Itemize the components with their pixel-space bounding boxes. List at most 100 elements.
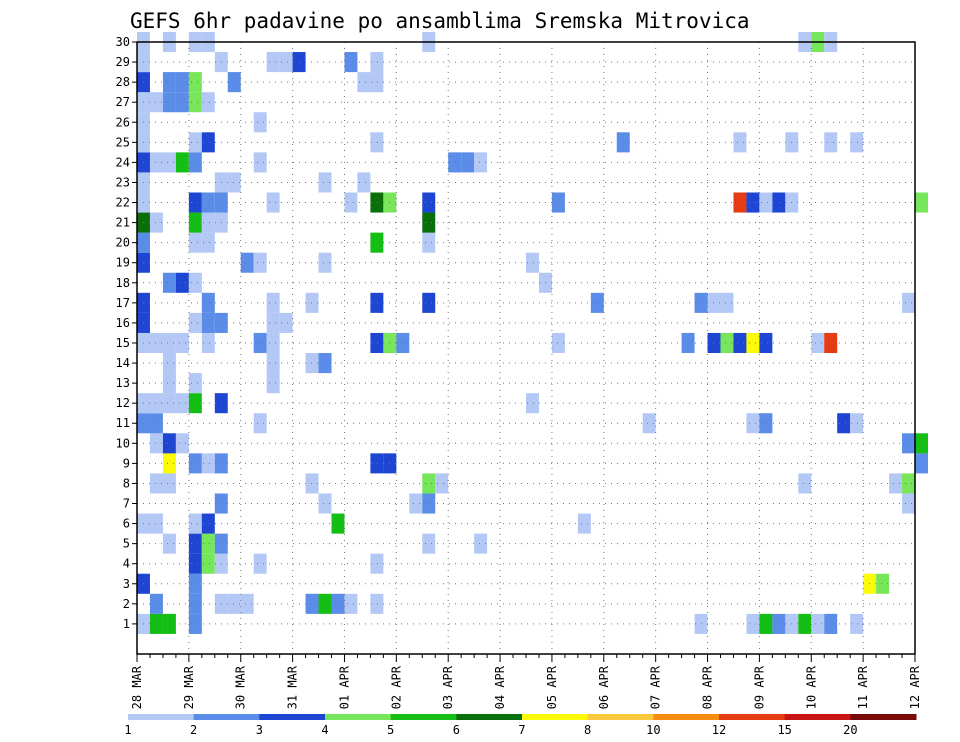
colorbar-segment bbox=[390, 714, 457, 720]
chart-title: GEFS 6hr padavine po ansamblima Sremska … bbox=[130, 9, 750, 33]
y-tick-label: 19 bbox=[116, 256, 130, 270]
heatmap-cell bbox=[422, 292, 436, 313]
heatmap-cell bbox=[422, 473, 436, 494]
heatmap-cell bbox=[188, 232, 202, 253]
heatmap-cell bbox=[253, 152, 267, 173]
x-tick-label: 06 APR bbox=[597, 665, 611, 709]
heatmap-cell bbox=[370, 332, 384, 354]
y-tick-label: 23 bbox=[116, 175, 130, 189]
heatmap-cell bbox=[279, 312, 293, 333]
y-tick-label: 6 bbox=[123, 517, 130, 531]
heatmap-cell bbox=[915, 453, 928, 474]
colorbar-label: 6 bbox=[453, 723, 460, 737]
y-tick-label: 27 bbox=[116, 95, 130, 109]
heatmap-cell bbox=[149, 613, 163, 634]
heatmap-cell bbox=[227, 72, 241, 93]
colorbar-label: 15 bbox=[777, 723, 791, 737]
heatmap-cell bbox=[902, 292, 915, 313]
colorbar-segment bbox=[850, 714, 917, 720]
heatmap-cell bbox=[188, 272, 202, 293]
colorbar-segment bbox=[653, 714, 720, 720]
y-axis-ticks: 1234567891011121314151617181920212223242… bbox=[116, 35, 137, 631]
y-tick-label: 24 bbox=[116, 155, 130, 169]
heatmap-cell bbox=[798, 473, 812, 494]
x-tick-label: 11 APR bbox=[856, 665, 870, 709]
heatmap-cell bbox=[305, 353, 319, 374]
heatmap-cell bbox=[746, 613, 760, 634]
heatmap-cell bbox=[201, 533, 215, 554]
x-tick-label: 10 APR bbox=[804, 665, 818, 709]
heatmap-cell bbox=[759, 192, 773, 213]
heatmap-cell bbox=[305, 473, 319, 494]
heatmap-cell bbox=[759, 332, 773, 354]
heatmap-cell bbox=[253, 553, 267, 574]
colorbar-label: 12 bbox=[712, 723, 726, 737]
heatmap-cell bbox=[733, 332, 747, 354]
colorbar-label: 20 bbox=[843, 723, 857, 737]
heatmap-cell bbox=[681, 332, 695, 354]
y-tick-label: 28 bbox=[116, 75, 130, 89]
heatmap-cell bbox=[746, 192, 760, 213]
y-tick-label: 1 bbox=[123, 617, 130, 631]
y-tick-label: 3 bbox=[123, 577, 130, 591]
heatmap-cell bbox=[759, 413, 773, 434]
heatmap-cell bbox=[201, 192, 215, 213]
heatmap-cell bbox=[201, 232, 215, 253]
heatmap-cell bbox=[370, 132, 384, 153]
colorbar-label: 2 bbox=[190, 723, 197, 737]
heatmap-cell bbox=[915, 192, 928, 213]
heatmap-cell bbox=[318, 593, 332, 614]
heatmap-cell bbox=[240, 593, 254, 614]
heatmap-cell bbox=[772, 613, 786, 634]
heatmap-cell bbox=[162, 272, 176, 293]
y-tick-label: 9 bbox=[123, 456, 130, 470]
heatmap-cell bbox=[733, 192, 747, 213]
heatmap-cell bbox=[396, 332, 410, 354]
heatmap-cell bbox=[305, 292, 319, 313]
x-tick-label: 08 APR bbox=[701, 665, 715, 709]
heatmap-cell bbox=[175, 72, 189, 93]
colorbar-label: 4 bbox=[321, 723, 328, 737]
y-tick-label: 17 bbox=[116, 296, 130, 310]
heatmap-cell bbox=[188, 212, 202, 233]
heatmap-cell bbox=[720, 292, 734, 313]
heatmap-cell bbox=[811, 332, 825, 354]
colorbar-segment bbox=[522, 714, 589, 720]
heatmap-cell bbox=[188, 593, 202, 614]
y-tick-label: 13 bbox=[116, 376, 130, 390]
heatmap-cell bbox=[876, 573, 890, 594]
heatmap-cell bbox=[551, 332, 565, 354]
heatmap-cell bbox=[188, 573, 202, 594]
heatmap-cell bbox=[149, 393, 163, 414]
y-tick-label: 18 bbox=[116, 276, 130, 290]
heatmap-cell bbox=[201, 132, 215, 153]
colorbar-label: 8 bbox=[584, 723, 591, 737]
heatmap-cell bbox=[720, 332, 734, 354]
heatmap-cell bbox=[902, 433, 915, 454]
heatmap-cell bbox=[772, 192, 786, 213]
y-tick-label: 16 bbox=[116, 316, 130, 330]
y-tick-label: 26 bbox=[116, 115, 130, 129]
heatmap-cell bbox=[162, 353, 176, 374]
colorbar-label: 5 bbox=[387, 723, 394, 737]
y-tick-label: 5 bbox=[123, 537, 130, 551]
heatmap-cell bbox=[422, 212, 436, 233]
heatmap-cell bbox=[201, 92, 215, 113]
heatmap-cell bbox=[201, 292, 215, 313]
heatmap-cell bbox=[162, 453, 176, 474]
heatmap-cell bbox=[201, 453, 215, 474]
heatmap-cell bbox=[149, 92, 163, 113]
heatmap-cell bbox=[253, 252, 267, 273]
heatmap-cell bbox=[240, 252, 254, 273]
heatmap-cell bbox=[266, 52, 280, 73]
heatmap-cell bbox=[188, 513, 202, 534]
y-tick-label: 14 bbox=[116, 356, 130, 370]
colorbar-segment bbox=[259, 714, 326, 720]
heatmap-cell bbox=[590, 292, 604, 313]
x-axis-ticks: 28 MAR 29 MAR 30 MAR 31 MAR 01 APR 02 APR 03 A… bbox=[130, 654, 922, 709]
x-tick-label: 09 APR bbox=[752, 665, 766, 709]
heatmap-cell bbox=[162, 152, 176, 173]
y-tick-label: 25 bbox=[116, 135, 130, 149]
y-tick-label: 10 bbox=[116, 436, 130, 450]
y-tick-label: 11 bbox=[116, 416, 130, 430]
